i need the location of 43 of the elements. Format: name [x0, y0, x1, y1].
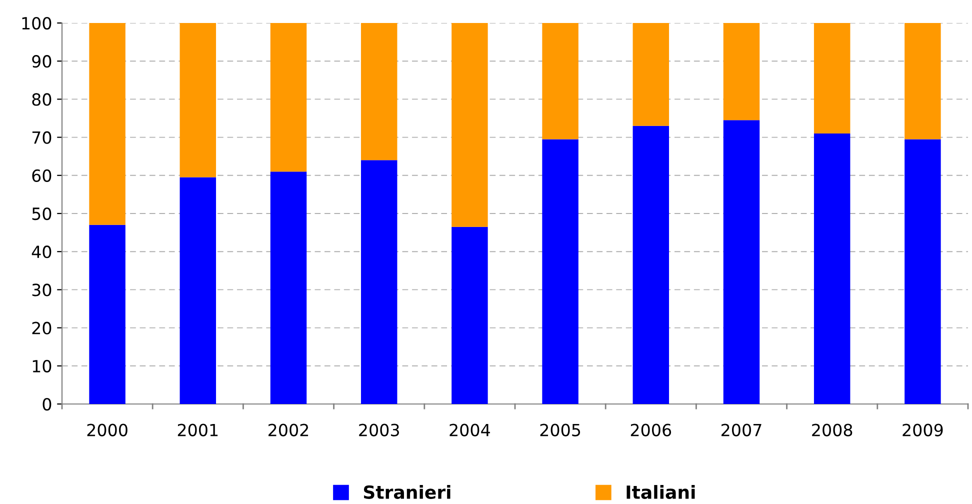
- x-tick-label: 2008: [812, 424, 852, 436]
- x-tick-label: 2000: [87, 424, 128, 436]
- legend-label: Italiani: [626, 485, 695, 499]
- bar: [723, 23, 760, 120]
- x-tick-label: 2002: [268, 424, 308, 436]
- x-tick-label: 2003: [359, 424, 399, 436]
- bar: [904, 139, 941, 404]
- x-tick-label: 2006: [630, 424, 672, 436]
- x-tick-label: 2007: [722, 424, 762, 436]
- x-tick-label: 2005: [540, 424, 580, 436]
- bar: [270, 172, 307, 404]
- y-tick-label: 30: [32, 284, 52, 296]
- legend-label: Stranieri: [364, 485, 450, 499]
- x-tick-label: 2004: [450, 424, 490, 436]
- bar: [542, 139, 578, 404]
- bar: [89, 224, 126, 404]
- bar: [632, 126, 670, 404]
- bar: [452, 226, 488, 404]
- x-tick-label: 2001: [178, 424, 218, 436]
- y-tick-label: 0: [42, 398, 52, 411]
- bar: [904, 23, 941, 140]
- y-tick-label: 90: [32, 55, 52, 68]
- bar: [814, 23, 850, 134]
- bar: [270, 23, 307, 172]
- bar: [180, 177, 216, 404]
- bar: [814, 133, 850, 404]
- y-tick-label: 20: [32, 322, 52, 334]
- bar: [360, 23, 398, 160]
- y-tick-label: 80: [32, 93, 52, 106]
- bar: [360, 160, 398, 404]
- bar: [632, 23, 670, 126]
- y-tick-label: 60: [32, 169, 52, 182]
- y-tick-label: 100: [22, 16, 52, 30]
- bar: [452, 23, 488, 227]
- x-tick-label: 2009: [902, 424, 943, 436]
- bar: [180, 23, 216, 178]
- y-tick-label: 10: [32, 360, 52, 372]
- bar: [89, 23, 126, 225]
- bar: [723, 120, 760, 404]
- y-tick-label: 50: [32, 207, 52, 220]
- y-tick-label: 70: [32, 131, 52, 144]
- bar: [542, 23, 578, 140]
- y-tick-label: 40: [32, 246, 52, 258]
